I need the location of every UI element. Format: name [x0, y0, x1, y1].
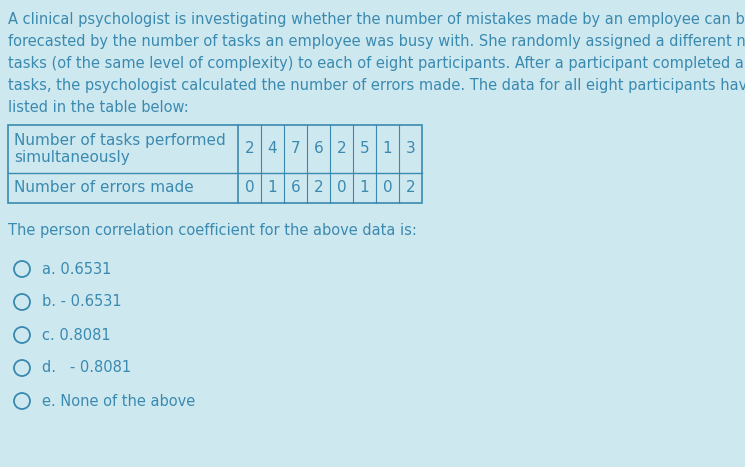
Text: 1: 1: [267, 181, 277, 196]
Text: c. 0.8081: c. 0.8081: [42, 327, 110, 342]
Text: 5: 5: [360, 142, 370, 156]
Text: 1: 1: [360, 181, 370, 196]
Text: tasks (of the same level of complexity) to each of eight participants. After a p: tasks (of the same level of complexity) …: [8, 56, 745, 71]
Text: Number of tasks performed
simultaneously: Number of tasks performed simultaneously: [14, 133, 226, 165]
Text: 4: 4: [267, 142, 277, 156]
Text: 6: 6: [291, 181, 300, 196]
Text: 0: 0: [383, 181, 393, 196]
Text: 2: 2: [337, 142, 346, 156]
Text: forecasted by the number of tasks an employee was busy with. She randomly assign: forecasted by the number of tasks an emp…: [8, 34, 745, 49]
Text: 0: 0: [244, 181, 254, 196]
Text: The person correlation coefficient for the above data is:: The person correlation coefficient for t…: [8, 223, 417, 238]
Text: 2: 2: [244, 142, 254, 156]
Text: 0: 0: [337, 181, 346, 196]
Text: d.   - 0.8081: d. - 0.8081: [42, 361, 131, 375]
Text: b. - 0.6531: b. - 0.6531: [42, 295, 121, 310]
Text: 1: 1: [383, 142, 393, 156]
Text: 6: 6: [314, 142, 323, 156]
Text: 2: 2: [406, 181, 415, 196]
Text: 2: 2: [314, 181, 323, 196]
Text: a. 0.6531: a. 0.6531: [42, 262, 111, 276]
Text: A clinical psychologist is investigating whether the number of mistakes made by : A clinical psychologist is investigating…: [8, 12, 745, 27]
Text: e. None of the above: e. None of the above: [42, 394, 195, 409]
Text: listed in the table below:: listed in the table below:: [8, 100, 188, 115]
Text: 3: 3: [405, 142, 416, 156]
Text: 7: 7: [291, 142, 300, 156]
Text: tasks, the psychologist calculated the number of errors made. The data for all e: tasks, the psychologist calculated the n…: [8, 78, 745, 93]
Text: Number of errors made: Number of errors made: [14, 181, 194, 196]
